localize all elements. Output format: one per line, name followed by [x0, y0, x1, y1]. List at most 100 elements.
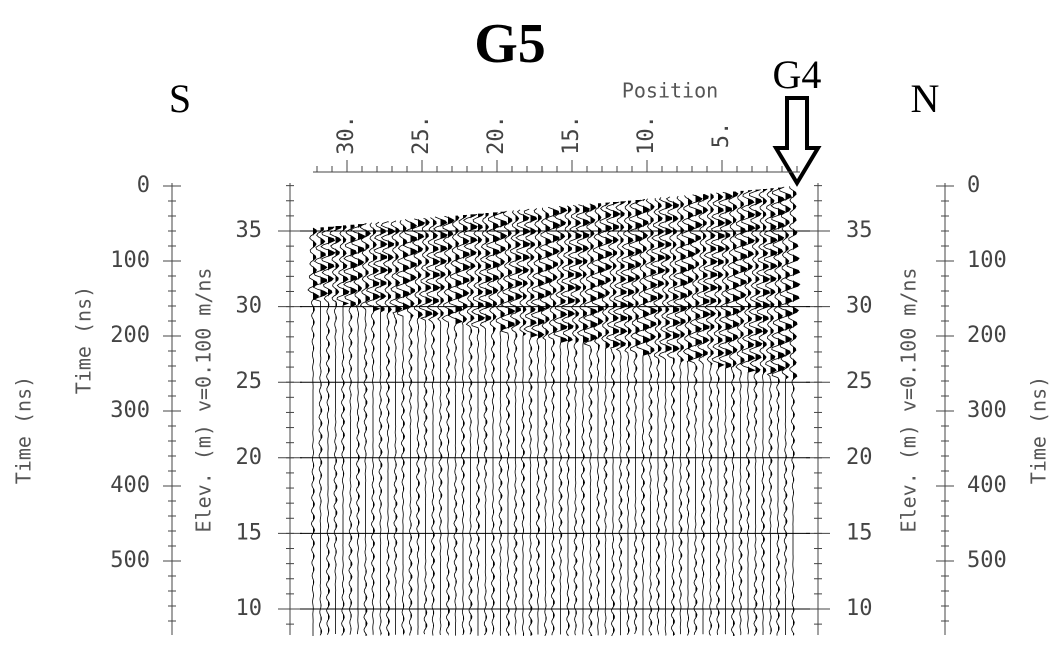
- trace-line: [395, 219, 411, 635]
- trace-line: [350, 223, 366, 635]
- elevation-tick-label: 30: [236, 294, 263, 319]
- trace-fill: [523, 209, 530, 636]
- trace-line: [762, 188, 778, 635]
- trace-line: [478, 212, 493, 636]
- trace-fill: [553, 207, 560, 636]
- trace-line: [740, 189, 756, 635]
- trace-fill: [718, 192, 725, 636]
- time-tick-label: 200: [967, 323, 1007, 348]
- north-label: N: [911, 76, 940, 121]
- trace-fill: [545, 207, 553, 637]
- trace-line: [500, 210, 516, 636]
- trace-fill: [463, 214, 470, 637]
- trace-fill: [388, 221, 395, 636]
- trace-fill: [755, 189, 763, 636]
- trace-line: [307, 227, 320, 636]
- trace-fill: [433, 217, 440, 636]
- trace-fill: [515, 210, 523, 636]
- radar-traces: [307, 186, 801, 637]
- elevation-axis-label: Elev. (m) v=0.100 m/ns: [897, 268, 921, 533]
- position-tick-label: 20.: [484, 115, 509, 155]
- time-axis-label: Time (ns): [1027, 376, 1051, 484]
- position-tick-label: 25.: [409, 115, 434, 155]
- trace-line: [471, 213, 486, 636]
- figure-title: G5: [474, 13, 546, 75]
- trace-line: [658, 197, 674, 636]
- trace-line: [747, 189, 763, 636]
- trace-line: [582, 203, 598, 637]
- trace-line: [545, 206, 561, 636]
- trace-fill: [395, 220, 402, 637]
- trace-line: [515, 209, 531, 636]
- trace-fill: [725, 192, 733, 636]
- south-label: S: [169, 76, 191, 121]
- time-tick-label: 400: [967, 473, 1007, 498]
- trace-fill: [455, 215, 463, 636]
- trace-fill: [410, 219, 418, 636]
- trace-line: [627, 199, 643, 635]
- trace-line: [508, 210, 524, 635]
- trace-line: [612, 200, 629, 636]
- trace-line: [493, 211, 508, 636]
- trace-line: [635, 199, 651, 636]
- trace-line: [650, 198, 666, 635]
- trace-fill: [688, 195, 695, 636]
- trace-fill: [778, 187, 785, 636]
- trace-fill: [590, 203, 598, 636]
- marker-label: G4: [773, 52, 822, 97]
- trace-fill: [418, 218, 425, 636]
- position-tick-label: 5.: [709, 122, 734, 149]
- position-axis-label: Position: [622, 79, 718, 103]
- trace-fill: [328, 226, 335, 636]
- trace-fill: [440, 216, 448, 636]
- trace-fill: [703, 194, 710, 636]
- marker-arrow: [772, 96, 822, 187]
- time-tick-label: 400: [110, 473, 150, 498]
- trace-line: [560, 205, 576, 637]
- time-tick-label: 300: [110, 398, 150, 423]
- trace-line: [485, 212, 501, 635]
- trace-fill: [643, 199, 650, 636]
- trace-line: [673, 195, 688, 635]
- elevation-tick-label: 10: [236, 596, 263, 621]
- trace-line: [605, 201, 621, 637]
- trace-line: [590, 203, 606, 636]
- time-tick-label: 500: [110, 548, 150, 573]
- trace-fill: [343, 225, 349, 636]
- trace-line: [665, 196, 681, 635]
- elevation-tick-label: 25: [236, 369, 263, 394]
- trace-line: [597, 202, 613, 635]
- time-tick-label: 100: [110, 248, 150, 273]
- trace-fill: [770, 188, 778, 636]
- time-tick-label: 200: [110, 323, 150, 348]
- trace-line: [687, 194, 704, 635]
- trace-fill: [598, 203, 605, 636]
- trace-line: [373, 221, 389, 635]
- position-tick-label: 15.: [559, 115, 584, 155]
- trace-line: [389, 220, 403, 635]
- trace-line: [755, 188, 771, 635]
- elevation-tick-label: 15: [236, 520, 263, 545]
- trace-line: [380, 221, 396, 636]
- trace-fill: [478, 213, 485, 636]
- time-tick-label: 100: [967, 248, 1007, 273]
- trace-line: [725, 191, 741, 636]
- trace-line: [418, 217, 433, 635]
- trace-line: [770, 187, 786, 636]
- trace-line: [448, 215, 463, 636]
- elevation-axis-label: Elev. (m) v=0.100 m/ns: [192, 268, 216, 533]
- time-axis-label: Time (ns): [72, 286, 96, 394]
- trace-line: [680, 195, 696, 636]
- elevation-tick-label: 35: [236, 218, 263, 243]
- time-axis-label: Time (ns): [12, 376, 36, 484]
- trace-line: [402, 219, 419, 636]
- trace-line: [411, 218, 426, 635]
- elevation-tick-label: 35: [846, 218, 873, 243]
- trace-line: [343, 224, 358, 635]
- trace-fill: [583, 204, 590, 636]
- trace-fill: [425, 218, 433, 636]
- trace-line: [553, 206, 569, 635]
- trace-line: [710, 192, 726, 635]
- elevation-tick-label: 20: [846, 445, 873, 470]
